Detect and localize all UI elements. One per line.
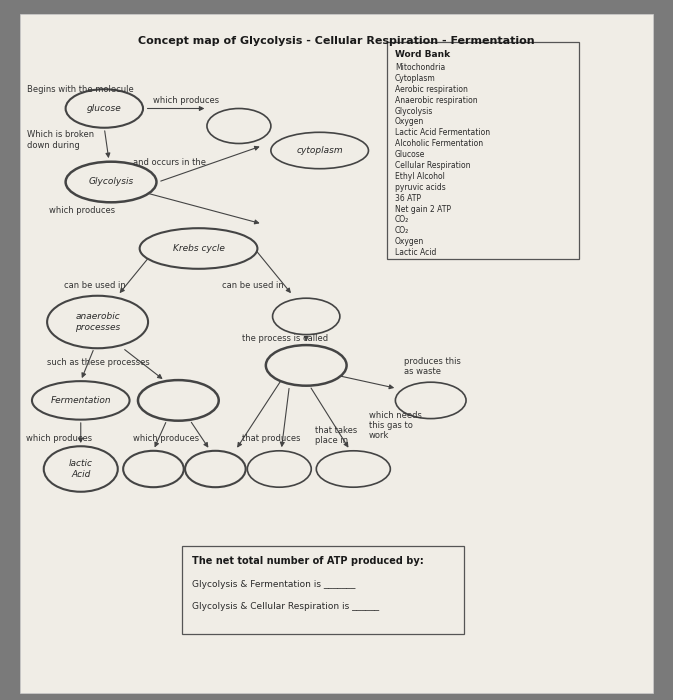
Text: Begins with the molecule: Begins with the molecule: [27, 85, 134, 94]
Text: Lactic Acid Fermentation: Lactic Acid Fermentation: [395, 128, 490, 137]
Text: Net gain 2 ATP: Net gain 2 ATP: [395, 204, 451, 214]
Text: Cellular Respiration: Cellular Respiration: [395, 161, 470, 170]
Ellipse shape: [32, 381, 129, 420]
Text: that produces: that produces: [242, 434, 301, 442]
Text: Concept map of Glycolysis - Cellular Respiration - Fermentation: Concept map of Glycolysis - Cellular Res…: [138, 36, 535, 46]
Ellipse shape: [185, 451, 246, 487]
Text: CO₂: CO₂: [395, 226, 409, 235]
Text: Glycolysis: Glycolysis: [395, 106, 433, 116]
Text: which produces: which produces: [26, 434, 92, 442]
FancyBboxPatch shape: [182, 546, 464, 634]
Text: which needs
this gas to
work: which needs this gas to work: [369, 411, 422, 440]
Ellipse shape: [316, 451, 390, 487]
Text: Glycolysis & Fermentation is _______: Glycolysis & Fermentation is _______: [192, 580, 355, 589]
Text: Krebs cycle: Krebs cycle: [172, 244, 225, 253]
Text: Ethyl Alcohol: Ethyl Alcohol: [395, 172, 445, 181]
Text: that takes
place in: that takes place in: [315, 426, 357, 445]
Text: Word Bank: Word Bank: [395, 50, 450, 60]
Ellipse shape: [396, 382, 466, 419]
Ellipse shape: [140, 228, 257, 269]
Ellipse shape: [207, 108, 271, 144]
Text: Oxygen: Oxygen: [395, 237, 424, 246]
Ellipse shape: [273, 298, 340, 335]
Text: and occurs in the: and occurs in the: [133, 158, 206, 167]
Ellipse shape: [138, 380, 219, 421]
Text: the process is called: the process is called: [242, 335, 328, 343]
Text: Alcoholic Fermentation: Alcoholic Fermentation: [395, 139, 483, 148]
Text: anaerobic
processes: anaerobic processes: [75, 312, 120, 332]
Text: The net total number of ATP produced by:: The net total number of ATP produced by:: [192, 556, 423, 566]
Text: Mitochondria: Mitochondria: [395, 63, 446, 72]
Ellipse shape: [65, 89, 143, 127]
Text: Lactic Acid: Lactic Acid: [395, 248, 436, 257]
Text: Fermentation: Fermentation: [50, 396, 111, 405]
Text: Anaerobic respiration: Anaerobic respiration: [395, 96, 478, 105]
Text: Cytoplasm: Cytoplasm: [395, 74, 436, 83]
Text: pyruvic acids: pyruvic acids: [395, 183, 446, 192]
Ellipse shape: [271, 132, 369, 169]
Ellipse shape: [66, 162, 156, 202]
Text: Glucose: Glucose: [395, 150, 425, 159]
Ellipse shape: [47, 295, 148, 349]
Text: cytoplasm: cytoplasm: [296, 146, 343, 155]
Ellipse shape: [44, 447, 118, 491]
Text: Glycolysis & Cellular Respiration is ______: Glycolysis & Cellular Respiration is ___…: [192, 602, 379, 611]
Ellipse shape: [247, 451, 311, 487]
Text: Oxygen: Oxygen: [395, 118, 424, 127]
Text: Glycolysis: Glycolysis: [88, 178, 134, 186]
Text: which produces: which produces: [49, 206, 115, 214]
Text: glucose: glucose: [87, 104, 122, 113]
FancyBboxPatch shape: [387, 42, 579, 259]
Text: Which is broken
down during: Which is broken down during: [27, 130, 94, 150]
Text: which produces: which produces: [153, 97, 219, 105]
Text: can be used in: can be used in: [64, 281, 126, 290]
Text: produces this
as waste: produces this as waste: [404, 357, 461, 377]
Text: such as these processes: such as these processes: [47, 358, 150, 367]
Text: which produces: which produces: [133, 434, 199, 442]
Text: can be used in: can be used in: [222, 281, 284, 290]
Ellipse shape: [123, 451, 184, 487]
Text: Aerobic respiration: Aerobic respiration: [395, 85, 468, 94]
FancyBboxPatch shape: [20, 14, 653, 693]
Text: lactic
Acid: lactic Acid: [69, 459, 93, 479]
Text: CO₂: CO₂: [395, 216, 409, 225]
Ellipse shape: [266, 345, 347, 386]
Text: 36 ATP: 36 ATP: [395, 194, 421, 203]
